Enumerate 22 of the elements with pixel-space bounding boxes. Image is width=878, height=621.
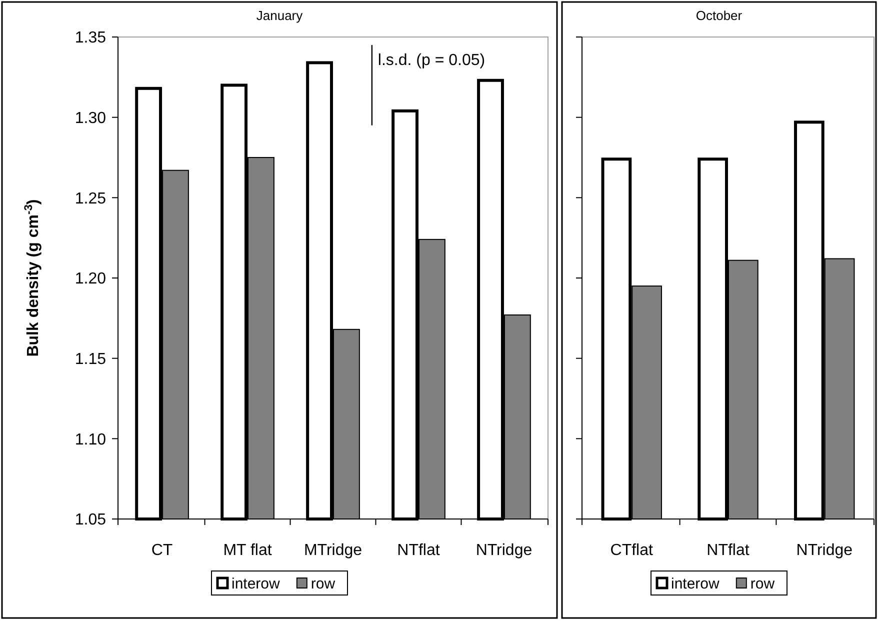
x-tick-label: CT [151, 542, 173, 559]
y-tick-label: 1.15 [74, 350, 106, 368]
chart-title: January [256, 8, 304, 23]
y-tick-label: 1.20 [74, 270, 106, 288]
x-tick-label: NTridge [476, 542, 532, 559]
x-tick-label: NTflat [706, 542, 750, 559]
x-tick-label: CTflat [610, 542, 654, 559]
legend-label: interow [671, 575, 720, 592]
chart-title: October [696, 8, 743, 23]
legend-label: row [750, 575, 775, 592]
x-tick-label: MT flat [223, 542, 272, 559]
legend-label: row [310, 575, 336, 592]
legend-label: interow [232, 575, 280, 592]
x-tick-label: NTridge [796, 542, 853, 559]
x-tick-label: NTflat [397, 542, 440, 559]
y-tick-label: 1.25 [74, 190, 106, 208]
x-tick-label: MTridge [304, 542, 362, 559]
y-tick-label: 1.30 [74, 110, 106, 127]
annotation: l.s.d. (p = 0.05) [378, 52, 486, 70]
y-tick-label: 1.10 [74, 431, 106, 448]
y-tick-label: 1.35 [74, 30, 106, 47]
y-tick-label: 1.05 [74, 512, 106, 529]
